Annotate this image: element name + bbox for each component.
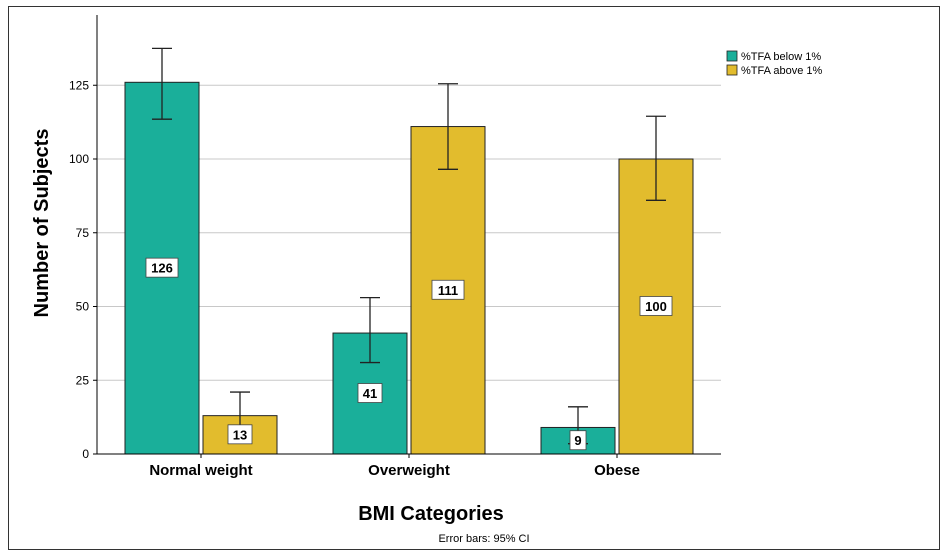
x-tick-label: Normal weight (149, 462, 252, 479)
value-label: 126 (151, 261, 173, 276)
bar-chart: 126 13 41 111 9 100 0 25 50 75 100 125 Normal weig… (31, 15, 823, 545)
value-label-box (431, 279, 465, 300)
value-label-box (145, 257, 179, 278)
x-ticks-group: Normal weight Overweight Obese (149, 454, 640, 479)
legend-label: %TFA above 1% (741, 65, 823, 77)
y-axis-title: Number of Subjects (31, 129, 53, 318)
x-axis-title: BMI Categories (358, 503, 504, 525)
gridlines (97, 84, 721, 381)
error-bars-group (152, 47, 666, 445)
chart-frame: 126 13 41 111 9 100 0 25 50 75 100 125 Normal weig… (8, 6, 940, 550)
x-tick-label: Obese (594, 462, 640, 479)
value-label: 9 (574, 433, 581, 448)
legend: %TFA below 1% %TFA above 1% (726, 50, 823, 77)
value-label-box (639, 296, 673, 316)
value-label: 100 (645, 299, 667, 314)
legend-label: %TFA below 1% (741, 51, 821, 63)
y-tick-label: 0 (82, 447, 89, 461)
y-tick-label: 50 (76, 300, 90, 314)
value-label-box (569, 430, 587, 451)
bars-group (124, 81, 694, 455)
value-label-box (357, 383, 383, 403)
y-ticks-group: 0 25 50 75 100 125 (69, 78, 97, 461)
legend-swatch (726, 64, 738, 76)
value-labels-group: 126 13 41 111 9 100 (145, 257, 673, 451)
y-tick-label: 25 (76, 373, 90, 387)
error-bars-note: Error bars: 95% CI (438, 533, 529, 545)
value-label: 111 (438, 283, 458, 298)
y-tick-label: 125 (69, 78, 89, 92)
x-tick-label: Overweight (368, 462, 450, 479)
y-tick-label: 100 (69, 152, 89, 166)
value-label-box (227, 424, 253, 445)
value-label: 13 (233, 427, 247, 442)
y-tick-label: 75 (76, 226, 90, 240)
value-label: 41 (363, 386, 377, 401)
legend-swatch (726, 50, 738, 62)
